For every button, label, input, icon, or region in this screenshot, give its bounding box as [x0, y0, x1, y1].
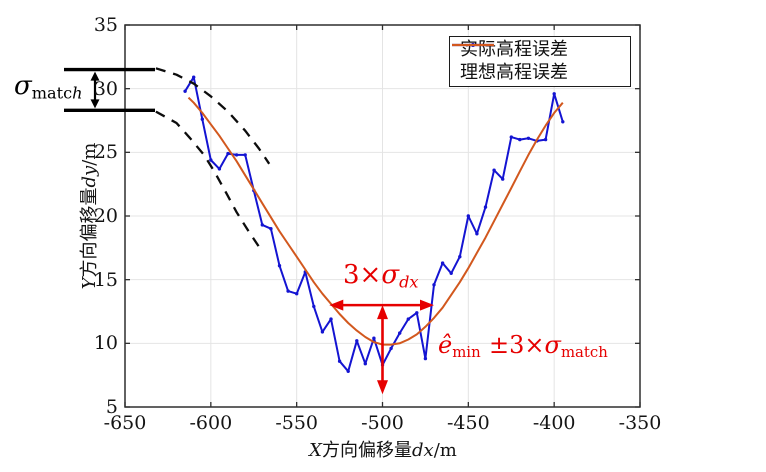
- series-marker: [432, 283, 436, 287]
- legend-label-ideal: 理想高程误差: [460, 61, 568, 83]
- series-marker: [217, 167, 222, 171]
- emin-arrowhead-down: [377, 380, 388, 395]
- y-tick-label: 30: [93, 77, 118, 100]
- y-axis-label-symbol: Y: [79, 277, 100, 290]
- series-marker: [295, 292, 299, 296]
- y-tick-label: 20: [93, 205, 118, 227]
- x-tick-label: -500: [361, 412, 404, 434]
- series-marker: [389, 346, 393, 351]
- emin-annotation-label: êmin ±3×σmatch: [438, 331, 608, 361]
- series-marker: [372, 336, 376, 340]
- x-tick-label: -650: [103, 412, 147, 434]
- sigma-dx-arrowhead-left: [329, 299, 344, 311]
- series-marker: [363, 362, 367, 366]
- bracket-arrowhead-up: [90, 71, 100, 81]
- series-marker: [243, 153, 247, 157]
- series-marker: [277, 264, 282, 268]
- x-axis-label-symbol: X: [309, 440, 322, 461]
- emin-symbol: ê: [438, 331, 453, 359]
- x-tick-label: -550: [275, 412, 318, 434]
- series-marker: [483, 205, 488, 209]
- series-marker: [449, 271, 453, 275]
- series-marker: [475, 232, 479, 236]
- series-marker: [518, 137, 522, 142]
- series-marker: [234, 153, 239, 157]
- series-marker: [552, 92, 556, 96]
- series-marker: [543, 137, 548, 142]
- emin-sigma-subscript: match: [560, 343, 608, 362]
- series-marker: [320, 330, 325, 334]
- x-axis-label-unit: /m: [433, 440, 457, 461]
- x-tick-label: -600: [189, 412, 233, 434]
- sigma-match-annotation-label: σmatch: [14, 71, 83, 103]
- legend-entry-ideal: 理想高程误差: [452, 43, 626, 84]
- series-lower-bound-dashed: [155, 110, 260, 248]
- y-tick-label: 5: [105, 396, 118, 418]
- series-实际高程误差: [184, 76, 564, 373]
- series-marker: [398, 331, 402, 335]
- bracket-arrowhead-down: [90, 99, 100, 109]
- series-marker: [312, 304, 316, 309]
- series-marker: [209, 158, 213, 162]
- series-marker: [406, 317, 410, 321]
- series-marker: [509, 135, 513, 139]
- y-tick-label: 15: [93, 268, 118, 291]
- series-marker: [269, 227, 273, 231]
- legend: 实际高程误差 理想高程误差: [449, 36, 631, 87]
- sigma-dx-prefix: 3×: [343, 260, 382, 290]
- series-marker: [492, 168, 496, 172]
- series-marker: [286, 289, 290, 293]
- series-marker: [200, 117, 204, 121]
- series-marker: [423, 356, 428, 361]
- sigma-match-subscript: matc: [31, 83, 73, 103]
- emin-sigma-symbol: σ: [544, 331, 561, 359]
- series-marker: [337, 359, 342, 363]
- series-marker: [415, 311, 419, 315]
- series-marker: [501, 177, 505, 181]
- sigma-dx-subscript: dx: [399, 272, 419, 292]
- series-marker: [192, 75, 196, 79]
- sigma-dx-annotation-label: 3×σdx: [343, 260, 418, 292]
- y-axis-label: Y方向偏移量dy/m: [75, 143, 101, 290]
- series-marker: [561, 120, 565, 124]
- series-理想高程误差: [187, 96, 564, 346]
- x-tick-label: -400: [532, 412, 576, 434]
- series-marker: [440, 261, 445, 265]
- x-tick-label: -350: [618, 412, 662, 434]
- series-marker: [355, 339, 359, 343]
- series-marker: [466, 214, 470, 218]
- x-tick-label: -450: [446, 412, 490, 434]
- series-marker: [226, 151, 230, 156]
- series-marker: [526, 136, 531, 140]
- sigma-symbol: σ: [14, 71, 32, 101]
- series-marker: [346, 369, 350, 373]
- emin-plusminus: ±3×: [489, 331, 545, 359]
- y-axis-label-unit: /m: [79, 142, 100, 166]
- sigma-dx-symbol: σ: [381, 260, 400, 290]
- emin-arrowhead-up: [377, 305, 388, 320]
- emin-subscript: min: [452, 343, 481, 362]
- x-axis-label: X方向偏移量dx/m: [309, 436, 457, 462]
- sigma-match-subscript-h: h: [72, 83, 83, 103]
- y-tick-label: 25: [93, 141, 118, 164]
- y-axis-label-variable: dy: [79, 165, 100, 188]
- legend-line-sample-ideal: [452, 43, 494, 47]
- series-upper-bound-dashed: [155, 67, 271, 165]
- series-marker: [458, 255, 462, 259]
- x-axis-label-text: 方向偏移量: [322, 440, 412, 461]
- y-axis-label-text: 方向偏移量: [79, 187, 100, 278]
- x-axis-label-variable: dx: [412, 440, 434, 461]
- series-marker: [329, 317, 333, 321]
- y-tick-label: 10: [93, 332, 118, 355]
- y-tick-label: 35: [93, 14, 118, 36]
- series-marker: [183, 89, 187, 93]
- series-marker: [260, 223, 264, 227]
- sigma-dx-arrowhead-right: [420, 299, 434, 311]
